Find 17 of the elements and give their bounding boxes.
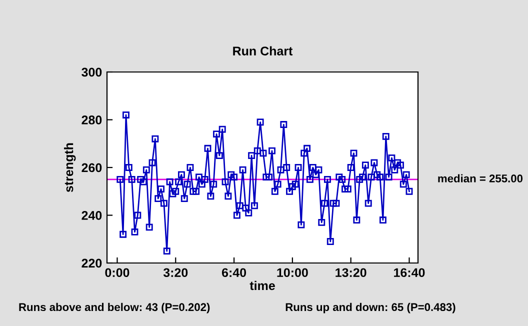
x-tick-label: 3:20 bbox=[163, 268, 188, 278]
x-axis-title: time bbox=[250, 280, 275, 290]
x-tick-label: 0:00 bbox=[105, 268, 130, 278]
x-tick-label: 16:40 bbox=[394, 268, 425, 278]
text: Runs up and down: 65 (P=0.483) bbox=[286, 302, 456, 314]
x-tick-label: 6:40 bbox=[222, 268, 246, 278]
y-tick-label: 240 bbox=[82, 211, 102, 220]
ref-line-label: median = 255.00 bbox=[438, 174, 523, 182]
y-tick-label: 280 bbox=[82, 116, 102, 124]
text: Runs above and below: 43 (P=0.202) bbox=[19, 302, 210, 314]
y-tick-label: 260 bbox=[82, 163, 102, 172]
y-tick-label: 300 bbox=[82, 68, 102, 77]
x-tick-label: 10:00 bbox=[277, 268, 308, 278]
chart-title: Run Chart bbox=[233, 46, 293, 56]
y-tick-label: 220 bbox=[82, 258, 102, 268]
y-axis-title: strength bbox=[64, 143, 76, 192]
x-tick-label: 13:20 bbox=[336, 268, 366, 278]
